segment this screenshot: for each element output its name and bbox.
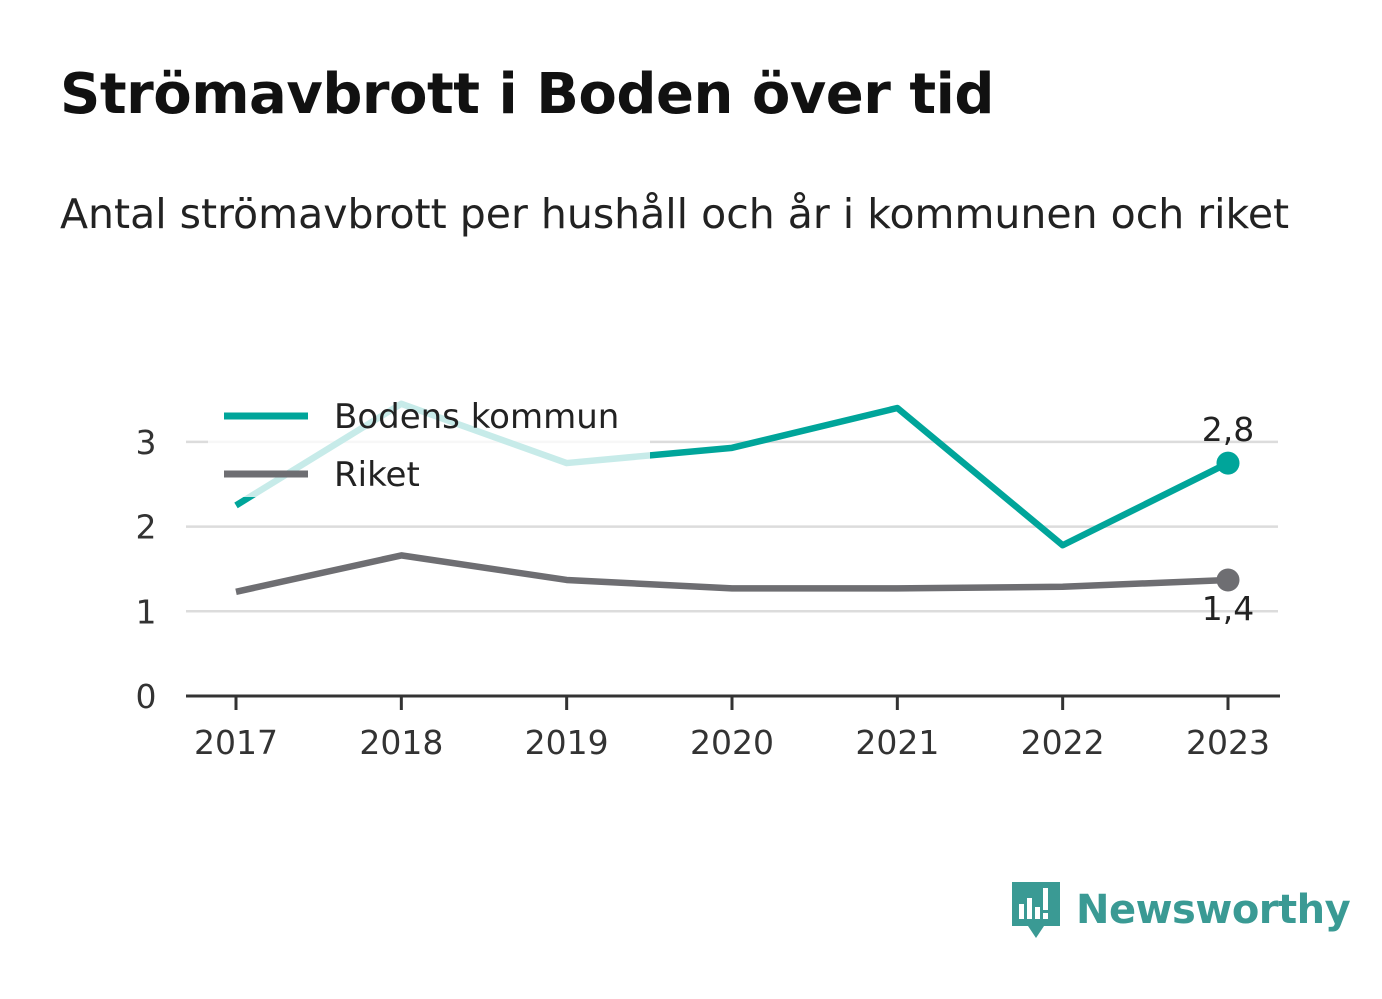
y-tick-label-1: 1 — [136, 592, 157, 631]
legend-label-bodens-kommun: Bodens kommun — [334, 397, 619, 437]
end-label-bodens-kommun: 2,8 — [1202, 410, 1254, 449]
legend-label-riket: Riket — [334, 455, 420, 495]
x-tick-label-2021: 2021 — [855, 723, 939, 762]
x-tick-label-2017: 2017 — [194, 723, 278, 762]
newsworthy-icon — [1012, 882, 1060, 938]
chart-title: Strömavbrott i Boden över tid — [60, 62, 994, 127]
end-point-bodens-kommun — [1216, 451, 1240, 475]
chart-subtitle: Antal strömavbrott per hushåll och år i … — [60, 190, 1290, 238]
x-tick-label-2022: 2022 — [1021, 723, 1105, 762]
legend-background — [208, 393, 650, 497]
y-tick-label-3: 3 — [136, 423, 157, 462]
series-line-riket — [235, 552, 1229, 595]
end-labels: 2,8 1,4 — [1202, 410, 1254, 628]
line-chart: 0 1 2 3 2017 2018 2019 2020 2021 2022 2023 Bodens… — [135, 393, 1280, 762]
x-tick-label-2019: 2019 — [525, 723, 609, 762]
legend: Bodens kommun Riket — [224, 397, 619, 495]
end-point-riket — [1216, 568, 1240, 592]
x-tick-label-2023: 2023 — [1186, 723, 1270, 762]
x-tick-label-2018: 2018 — [359, 723, 443, 762]
x-axis: 2017 2018 2019 2020 2021 2022 2023 — [186, 694, 1280, 762]
brand-logo: Newsworthy — [1010, 878, 1351, 942]
x-tick-label-2020: 2020 — [690, 723, 774, 762]
brand-name: Newsworthy — [1076, 887, 1351, 933]
y-tick-label-0: 0 — [136, 677, 157, 716]
end-label-riket: 1,4 — [1202, 589, 1254, 628]
y-axis: 0 1 2 3 — [136, 423, 157, 716]
y-tick-label-2: 2 — [136, 508, 157, 547]
